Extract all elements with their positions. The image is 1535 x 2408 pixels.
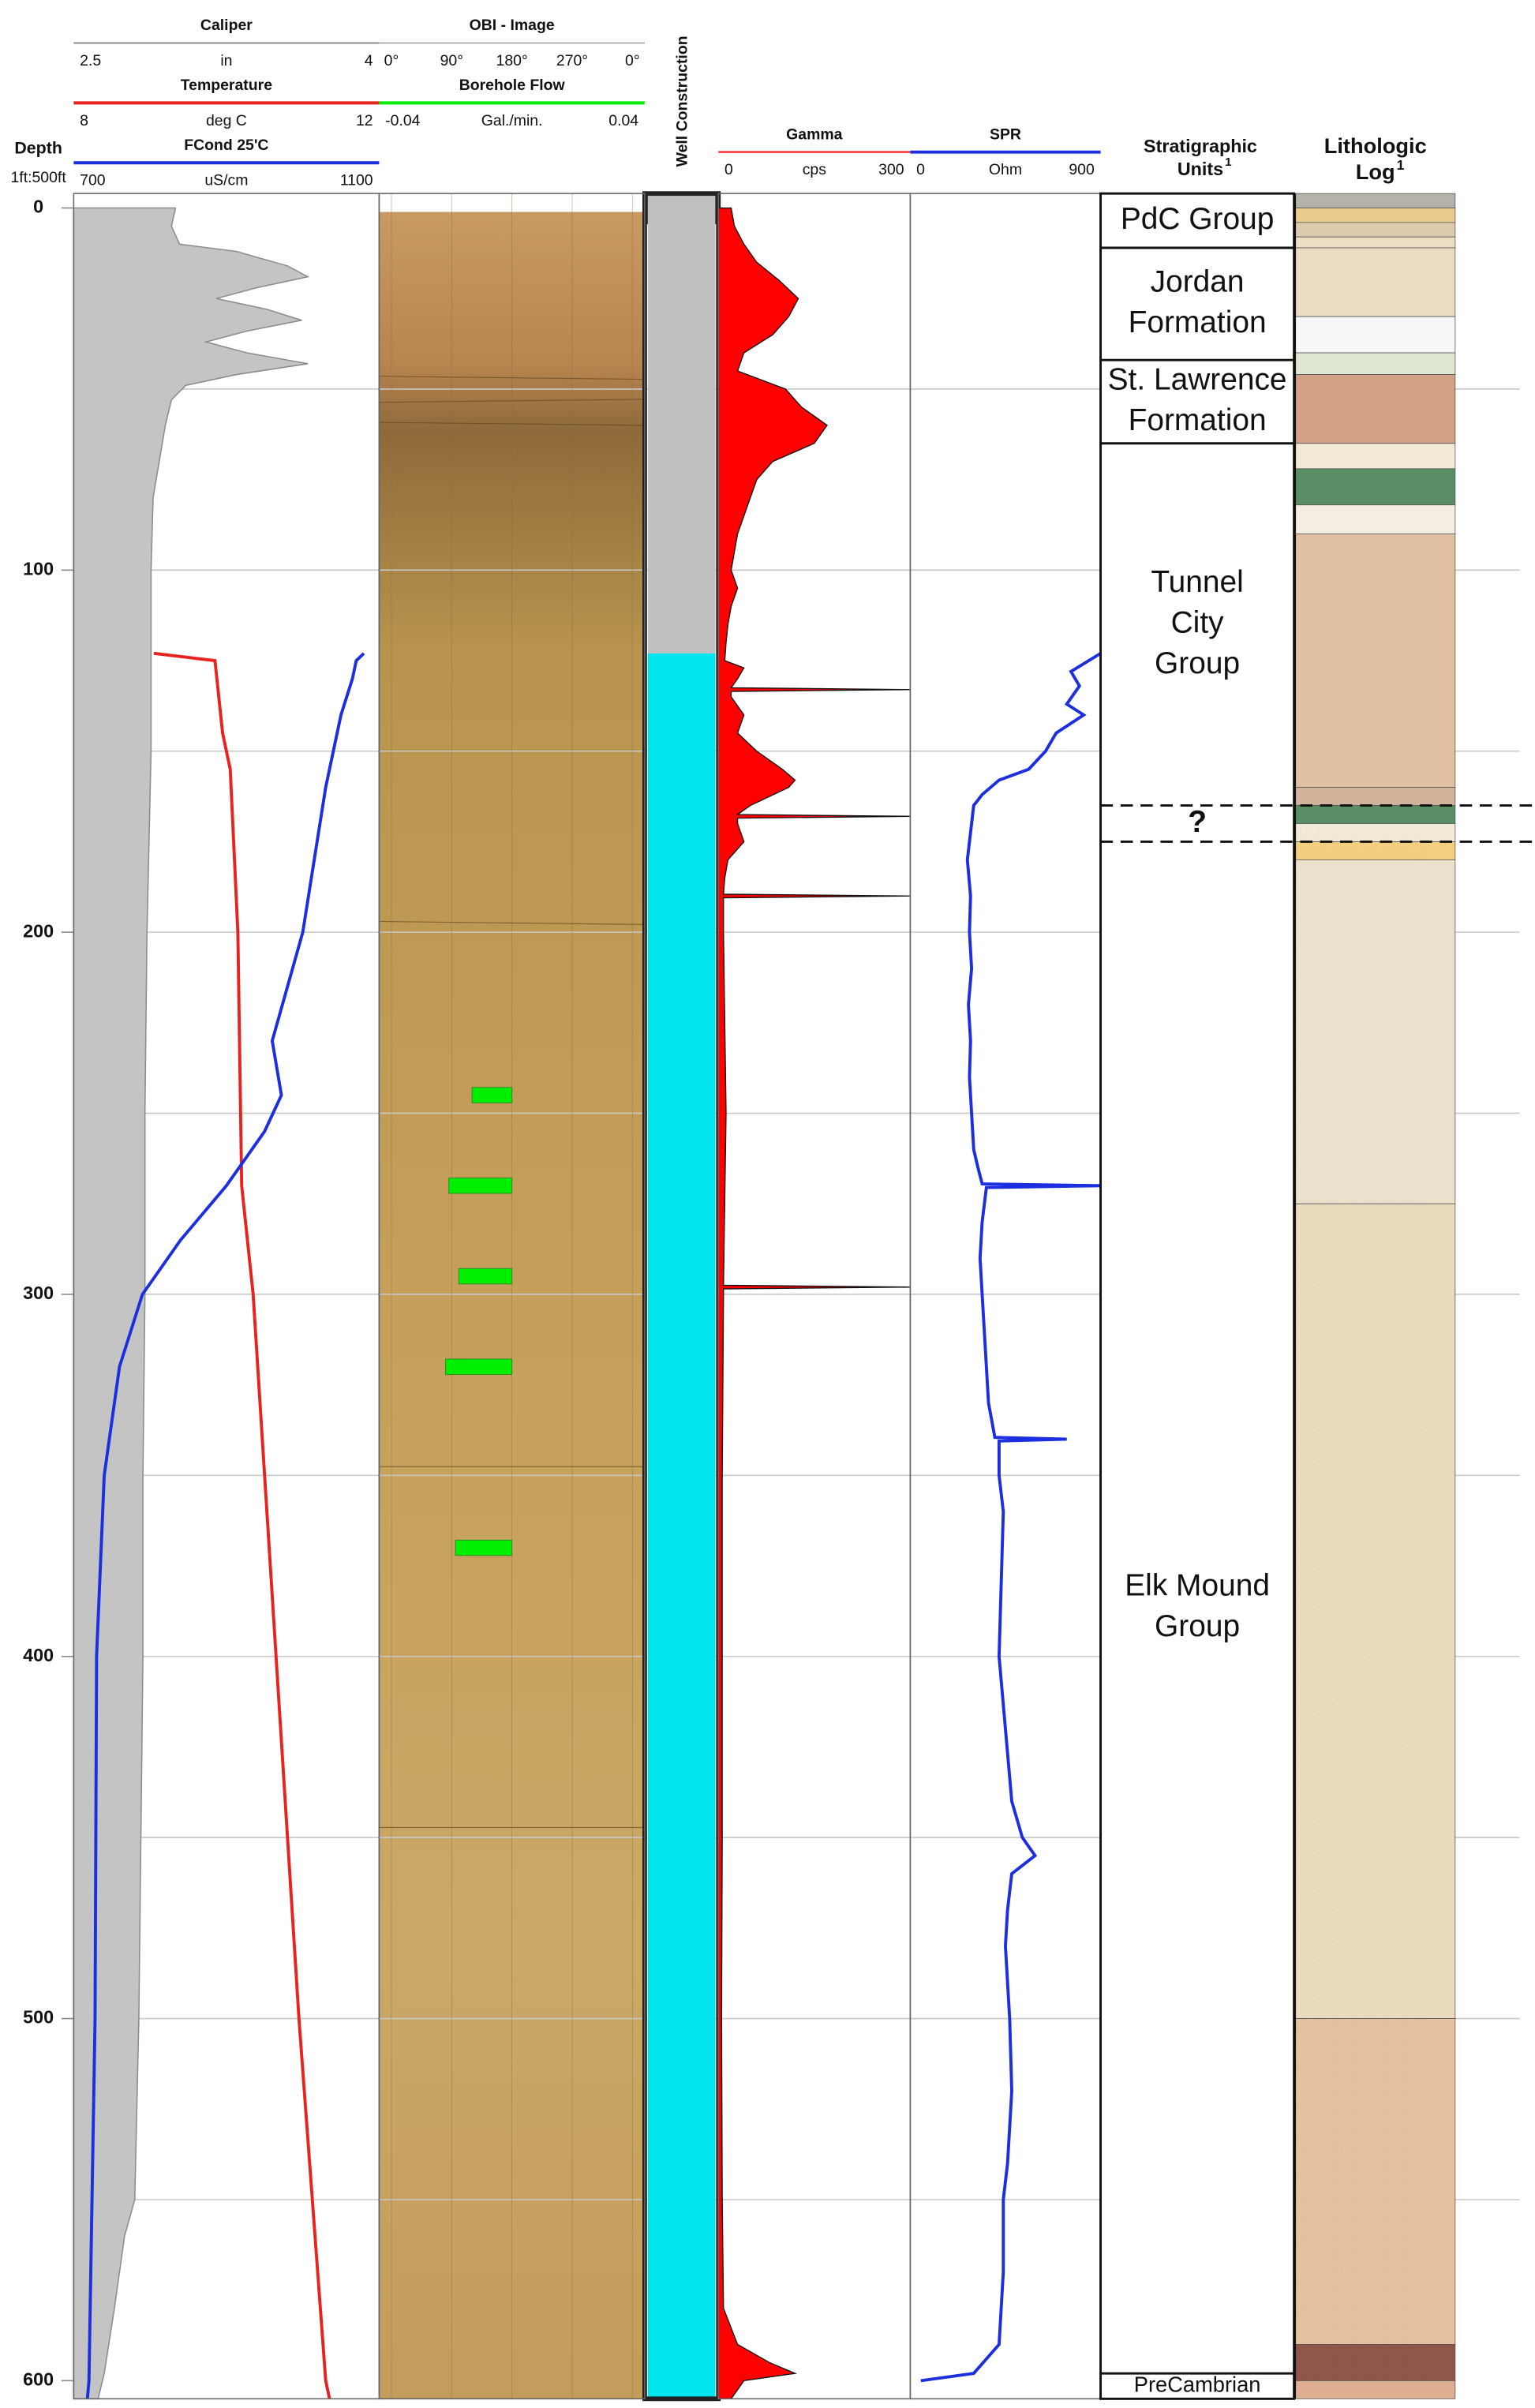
- lithology-layer: [1294, 787, 1456, 806]
- depth-tick-label: 0: [33, 197, 43, 217]
- scale-title: Caliper: [200, 17, 253, 34]
- depth-tick-label: 600: [23, 2369, 54, 2390]
- track-border: [378, 193, 646, 2400]
- scale-min: 700: [80, 172, 106, 189]
- lithology-layer: [1294, 236, 1456, 249]
- flow-bar: [455, 1539, 513, 1556]
- lithology-layer: [1294, 374, 1456, 444]
- scale-max: 1100: [340, 172, 373, 189]
- track-border: [909, 193, 1102, 2400]
- spr-curve: [920, 652, 1102, 2383]
- scale-unit: Gal./min.: [481, 112, 543, 129]
- image-title: OBI - Image: [470, 17, 555, 34]
- strat-label: St. Lawrence: [1108, 363, 1287, 397]
- lithology-layer: [1294, 247, 1456, 317]
- column-title: Units: [1177, 159, 1223, 179]
- scale-title: Temperature: [181, 77, 272, 94]
- curve: [85, 652, 365, 2399]
- scale-max: 300: [878, 161, 904, 178]
- scale-title: Borehole Flow: [459, 77, 566, 94]
- image-tick-label: 90°: [440, 52, 463, 69]
- lithology-layer: [1294, 841, 1456, 860]
- image-tick-label: 270°: [556, 52, 588, 69]
- lithology-layer: [1294, 193, 1456, 208]
- lithology-layer: [1294, 352, 1456, 375]
- column-title: Log: [1356, 159, 1395, 184]
- lithology-layer: [1294, 316, 1456, 354]
- depth-tick-label: 100: [23, 559, 54, 579]
- depth-tick-label: 500: [23, 2007, 54, 2028]
- strat-label: Group: [1155, 1609, 1240, 1643]
- depth-label: Depth: [14, 138, 62, 157]
- lithology-layer: [1294, 2018, 1456, 2345]
- scale-min: 0: [916, 161, 925, 178]
- lithology-layer: [1294, 208, 1456, 223]
- title-superscript: 1: [1397, 157, 1405, 173]
- flow-bar: [445, 1358, 513, 1375]
- scale-unit: deg C: [206, 112, 247, 129]
- scale-title: FCond 25'C: [184, 137, 268, 154]
- lithology-layer: [1294, 534, 1456, 788]
- lithology-layer: [1294, 2344, 1456, 2381]
- lithology-layer: [1294, 2380, 1456, 2399]
- flow-bar: [448, 1178, 513, 1194]
- scale-unit: cps: [803, 161, 827, 178]
- lithology-layer: [1294, 859, 1456, 1204]
- scale-min: 8: [80, 112, 88, 129]
- lithology-layer: [1294, 1203, 1456, 2019]
- lithology-layer: [1294, 823, 1456, 842]
- well-interval: [647, 193, 716, 653]
- strat-label: Tunnel: [1151, 565, 1243, 599]
- image-tick-label: 0°: [384, 52, 399, 69]
- scale-max: 900: [1069, 161, 1095, 178]
- image-tick-label: 180°: [496, 52, 528, 69]
- title-superscript: 1: [1225, 155, 1231, 169]
- curve: [153, 651, 331, 2399]
- strat-border: [1099, 192, 1296, 2400]
- strat-label: ?: [1188, 805, 1207, 839]
- depth-tick-label: 400: [23, 1645, 54, 1665]
- strat-label: Jordan: [1151, 265, 1245, 299]
- lithology-layer: [1294, 805, 1456, 824]
- gamma-area: [717, 207, 911, 2400]
- caliper-area: [73, 207, 310, 2400]
- lithology-layer: [1294, 443, 1456, 470]
- scale-max: 4: [365, 52, 373, 69]
- scale-unit: uS/cm: [204, 172, 248, 189]
- well-interval: [647, 653, 716, 2399]
- scale-unit: Ohm: [989, 161, 1022, 178]
- strat-label: Group: [1155, 646, 1240, 680]
- track-border: [717, 193, 912, 2400]
- scale-max: 12: [356, 112, 373, 129]
- scale-max: 0.04: [608, 112, 638, 129]
- strat-label: City: [1171, 605, 1225, 639]
- image-tick-label: 0°: [625, 52, 640, 69]
- lithology-layer: [1294, 222, 1456, 238]
- strat-label: Formation: [1129, 403, 1267, 437]
- column-title: Stratigraphic: [1144, 136, 1257, 156]
- scale-title: SPR: [990, 125, 1021, 143]
- lithology-layer: [1294, 504, 1456, 534]
- scale-min: 0: [724, 161, 733, 178]
- depth-tick-label: 200: [23, 920, 54, 941]
- strat-label: Formation: [1129, 305, 1267, 339]
- column-title: Lithologic: [1324, 133, 1427, 158]
- well-title: Well Construction: [674, 36, 691, 167]
- lithology-layer: [1294, 468, 1456, 506]
- scale-unit: in: [220, 52, 232, 69]
- depth-tick-label: 300: [23, 1283, 54, 1303]
- scale-min: 2.5: [80, 52, 101, 69]
- scale-title: Gamma: [786, 125, 842, 143]
- strat-label: PdC Group: [1121, 202, 1275, 236]
- depth-scale: 1ft:500ft: [11, 169, 67, 186]
- flow-bar: [471, 1087, 513, 1103]
- flow-bar: [458, 1268, 513, 1285]
- strat-label: PreCambrian: [1134, 2372, 1261, 2396]
- scale-min: -0.04: [385, 112, 420, 129]
- strat-label: Elk Mound: [1125, 1568, 1270, 1602]
